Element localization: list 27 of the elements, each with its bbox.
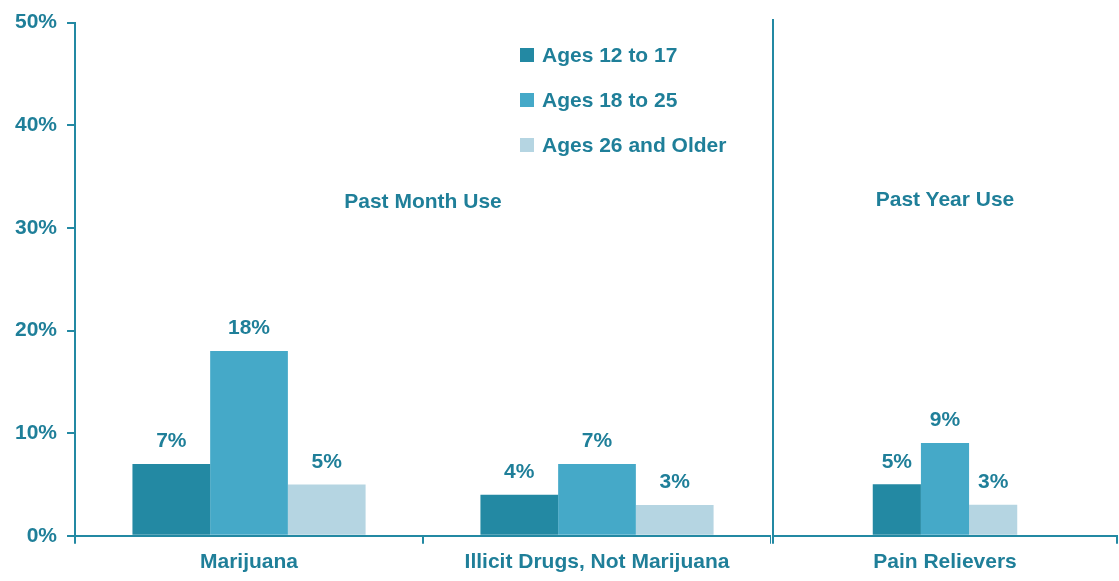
bar	[210, 351, 288, 535]
x-tick-label: Pain Relievers	[873, 549, 1017, 573]
data-label: 4%	[504, 459, 535, 483]
y-tick-label: 10%	[15, 419, 58, 443]
data-label: 18%	[228, 315, 271, 339]
text: Past Month Use	[344, 189, 502, 213]
data-label: 5%	[881, 448, 913, 472]
x-tick-label: Illicit Drugs, Not Marijuana	[464, 549, 730, 573]
bar	[558, 463, 636, 535]
legend-label: Ages 12 to 17	[542, 42, 678, 67]
data-label: 9%	[929, 407, 961, 431]
y-tick-label: 30%	[15, 214, 58, 238]
y-tick-label: 50%	[15, 9, 58, 33]
legend-label: Ages 18 to 25	[542, 87, 678, 112]
data-label: 7%	[156, 428, 187, 452]
bar	[287, 484, 366, 535]
y-tick-label: 40%	[15, 112, 58, 136]
bar	[635, 505, 714, 535]
data-label: 3%	[977, 469, 1009, 493]
y-tick-label: 0%	[26, 522, 58, 546]
legend-label: Ages 26 and Older	[542, 132, 727, 157]
data-label: 5%	[311, 448, 343, 472]
text: Past Year Use	[875, 187, 1015, 211]
data-label: 7%	[581, 428, 613, 452]
y-tick-label: 20%	[15, 317, 58, 341]
x-tick-label: Marijuana	[200, 549, 299, 573]
data-label: 3%	[659, 469, 691, 493]
